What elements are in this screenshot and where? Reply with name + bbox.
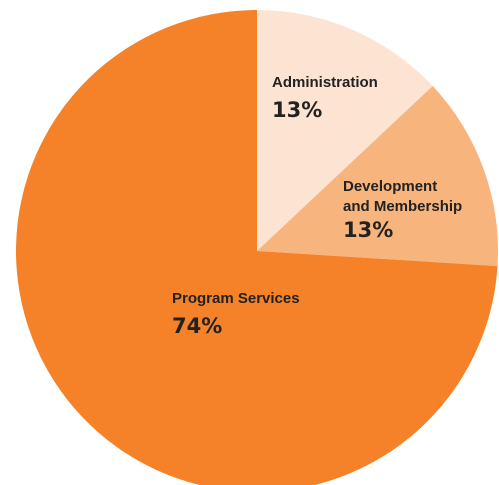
pie-slices: [16, 10, 498, 485]
pie-slice-administration: [257, 10, 433, 251]
slice-value-program-services: 74%: [172, 314, 222, 338]
pie-slice-development-and-membership: [257, 86, 498, 267]
slice-labels: Administration 13% Development and Membersh…: [172, 74, 462, 338]
slice-label-administration: Administration: [272, 74, 378, 91]
pie-slice-program-services: [16, 10, 498, 485]
slice-label-program-services: Program Services: [172, 290, 300, 307]
slice-value-development-and-membership: 13%: [343, 218, 393, 242]
slice-value-administration: 13%: [272, 98, 322, 122]
slice-label-development-and-membership: Development and Membership: [343, 178, 462, 215]
